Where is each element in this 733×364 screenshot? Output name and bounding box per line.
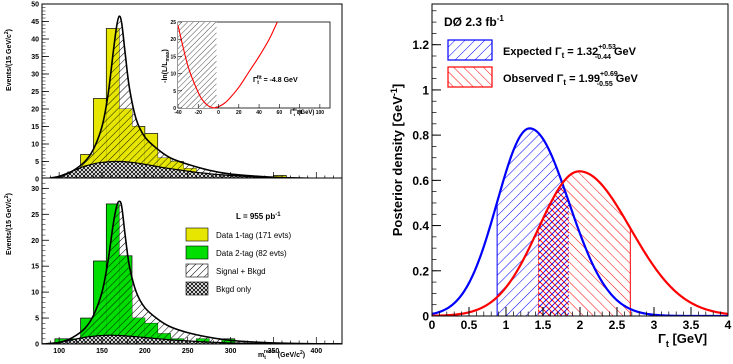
left-bottom-frame-bg xyxy=(42,178,342,344)
inset-xlabel: Γtfit (GeV) xyxy=(290,107,314,117)
posterior-density-plot: 0 0.2 0.4 0.6 0.8 1 1.2 0 0.5 1 1.5 2 2.5 3 3.5 4 DØ 2.… xyxy=(389,3,732,349)
inset-ylabel: -ln(L/Lmax) xyxy=(162,49,171,83)
right-ytick-label: 1 xyxy=(422,83,429,97)
lt-ytick-label: 30 xyxy=(31,72,39,79)
inset-xtick-label: 0 xyxy=(217,110,220,116)
left-xlabel: mtreco. (GeV/c2) xyxy=(258,349,305,361)
inset-ytick-label: 20 xyxy=(170,37,176,43)
lt-ytick-label: 10 xyxy=(31,142,39,149)
legend-label-expected: Expected Γt = 1.32+0.53 -0.44 GeV xyxy=(503,44,637,61)
lt-signal-curve xyxy=(46,15,342,179)
right-xtick-label: 2 xyxy=(577,318,584,332)
likelihood-inset: 0 5 10 15 20 25 -40 -20 0 20 40 60 80 100 -ln(L/Lmax)… xyxy=(162,20,331,117)
inset-xtick-label: 20 xyxy=(236,110,242,116)
right-xtick-label: 1.5 xyxy=(535,318,552,332)
lb-ytick-label: 25 xyxy=(31,212,39,219)
inset-xtick-label: 100 xyxy=(316,110,325,116)
legend-swatch-1tag xyxy=(185,227,209,242)
lb-ytick-label: 20 xyxy=(31,238,39,245)
left-bottom-histogram: 0 5 10 15 20 25 30 100 150 200 250 300 350 400 L = 95… xyxy=(31,177,343,361)
inset-ytick-label: 15 xyxy=(170,54,176,60)
lb-xtick-label: 200 xyxy=(139,348,151,355)
lt-ytick-label: 40 xyxy=(31,37,39,44)
lt-ytick-label: 45 xyxy=(31,19,39,26)
inset-ytick-label: 0 xyxy=(173,106,176,112)
left-legend: Data 1-tag (171 evts) Data 2-tag (82 evt… xyxy=(185,227,291,296)
lt-bkgd-area xyxy=(42,161,342,179)
inset-xtick-label: 80 xyxy=(297,110,303,116)
lb-ytick-label: 5 xyxy=(35,316,39,323)
lb-xtick-label: 350 xyxy=(268,348,280,355)
legend-label-observed: Observed Γt = 1.99+0.69 -0.55 GeV xyxy=(503,71,638,88)
legend-swatch-2tag xyxy=(185,245,209,260)
left-top-ylabel: Events/(15 GeV/c2) xyxy=(4,29,13,91)
right-xtick-label: 4 xyxy=(725,318,732,332)
right-ytick-label: 1.2 xyxy=(412,38,429,52)
right-xlabel: Γt [GeV] xyxy=(658,331,707,349)
legend-swatch-bkg xyxy=(185,281,209,296)
lb-ytick-label: 0 xyxy=(35,342,39,349)
right-xtick-label: 3 xyxy=(651,318,658,332)
right-xtick-label: 0.5 xyxy=(461,318,478,332)
lt-ytick-label: 15 xyxy=(31,124,39,131)
lt-ytick-label: 35 xyxy=(31,54,39,61)
left-bottom-frame xyxy=(41,177,343,345)
right-xtick-label: 3.5 xyxy=(683,318,700,332)
inset-xtick-label: 60 xyxy=(277,110,283,116)
legend-label-1tag: Data 1-tag (171 evts) xyxy=(216,231,291,240)
lb-signal-curve xyxy=(46,200,342,344)
lb-xtick-label: 100 xyxy=(53,348,65,355)
lb-signal-hatch xyxy=(106,203,120,344)
right-xtick-label: 0 xyxy=(429,318,436,332)
right-ytick-label: 0.4 xyxy=(412,219,429,233)
inset-annotation: Γtfit = -4.8 GeV xyxy=(253,75,298,86)
right-ytick-label: 0 xyxy=(422,310,429,324)
inset-ytick-label: 25 xyxy=(170,20,176,26)
lt-signal-hatch xyxy=(106,28,120,179)
right-ytick-label: 0.2 xyxy=(412,264,429,278)
lb-ytick-label: 10 xyxy=(31,290,39,297)
luminosity-label: L = 955 pb-1 xyxy=(236,212,281,221)
right-legend: Expected Γt = 1.32+0.53 -0.44 GeV Observe… xyxy=(447,39,638,88)
legend-swatch-expected xyxy=(447,39,493,61)
lb-xtick-label: 250 xyxy=(182,348,194,355)
inset-xtick-label: -20 xyxy=(195,110,202,116)
right-ytick-label: 0.6 xyxy=(412,174,429,188)
inset-xtick-label: -40 xyxy=(174,110,181,116)
lt-ytick-label: 20 xyxy=(31,107,39,114)
lt-ytick-label: 0 xyxy=(35,177,39,184)
legend-swatch-observed xyxy=(447,66,493,88)
right-ylabel: Posterior density [GeV-1] xyxy=(389,84,405,237)
inset-ytick-label: 5 xyxy=(173,89,176,95)
lt-ytick-label: 5 xyxy=(35,159,39,166)
right-xtick-label: 2.5 xyxy=(609,318,626,332)
overlap-band xyxy=(538,183,569,316)
right-ytick-label: 0.8 xyxy=(412,129,429,143)
inset-ytick-label: 10 xyxy=(170,72,176,78)
legend-label-2tag: Data 2-tag (82 evts) xyxy=(216,249,287,258)
lb-xtick-label: 150 xyxy=(96,348,108,355)
legend-label-sigbkg: Signal + Bkgd xyxy=(216,267,266,276)
right-frame xyxy=(431,3,729,317)
lt-ytick-label: 25 xyxy=(31,89,39,96)
lb-xtick-label: 400 xyxy=(310,348,322,355)
lb-ytick-label: 15 xyxy=(31,264,39,271)
inset-xtick-label: 40 xyxy=(256,110,262,116)
legend-swatch-sigbkg xyxy=(185,263,209,278)
lt-ytick-label: 50 xyxy=(31,2,39,9)
right-title: DØ 2.3 fb-1 xyxy=(444,14,504,29)
right-xtick-label: 1 xyxy=(503,318,510,332)
lb-ytick-label: 30 xyxy=(31,186,39,193)
lb-signal-hatch xyxy=(119,255,132,344)
lb-bkgd-area xyxy=(42,335,342,344)
left-bottom-ylabel: Events/(15 GeV/c2) xyxy=(4,193,13,255)
lb-xtick-label: 300 xyxy=(225,348,237,355)
inset-hatch-region xyxy=(178,22,217,108)
legend-label-bkg: Bkgd only xyxy=(216,285,251,294)
observed-curve xyxy=(432,170,728,316)
